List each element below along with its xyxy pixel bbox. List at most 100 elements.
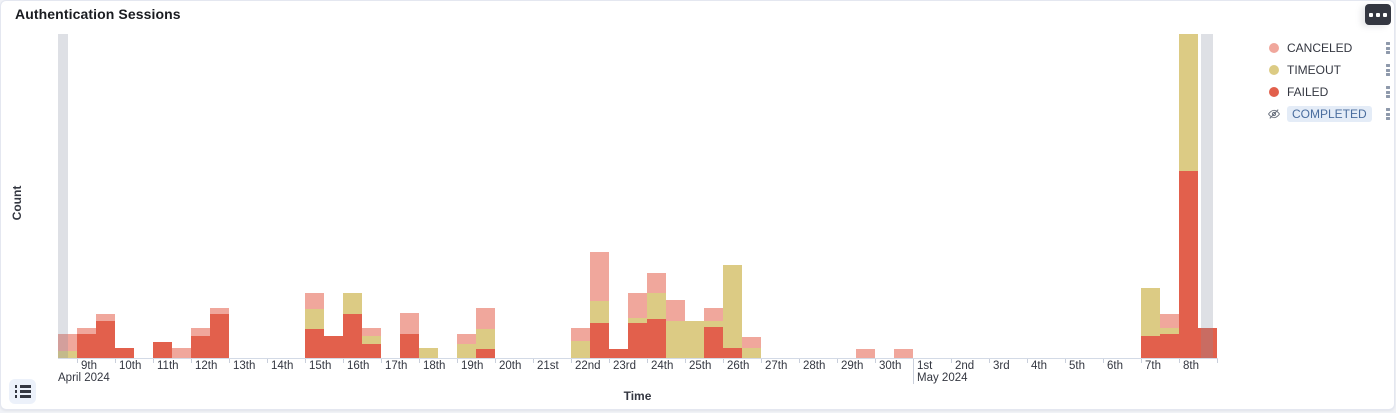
bar-segment-failed[interactable]	[153, 342, 172, 358]
bar-segment-timeout[interactable]	[723, 265, 742, 348]
bar-segment-canceled[interactable]	[457, 334, 476, 344]
x-tick-label: 4th	[1031, 360, 1047, 372]
x-tick	[343, 359, 344, 363]
x-tick-label: 15th	[309, 360, 332, 372]
bar-segment-timeout[interactable]	[419, 348, 438, 358]
bar-segment-failed[interactable]	[77, 334, 96, 358]
bar-segment-timeout[interactable]	[343, 293, 362, 314]
list-icon	[14, 385, 31, 388]
bar-segment-timeout[interactable]	[457, 344, 476, 358]
legend-item-failed[interactable]: FAILED	[1263, 81, 1394, 103]
legend-item-completed[interactable]: COMPLETED	[1263, 103, 1394, 125]
legend-actions-icon[interactable]	[1381, 63, 1394, 77]
x-tick-label: 22nd	[575, 360, 601, 372]
x-tick	[115, 359, 116, 363]
bar-segment-timeout[interactable]	[647, 293, 666, 319]
bar-segment-timeout[interactable]	[628, 318, 647, 323]
x-tick	[685, 359, 686, 363]
bar-segment-failed[interactable]	[115, 348, 134, 358]
bar-segment-timeout[interactable]	[1160, 328, 1179, 334]
bar-segment-failed[interactable]	[305, 329, 324, 358]
x-tick-label: 5th	[1069, 360, 1085, 372]
legend-label: TIMEOUT	[1287, 63, 1341, 77]
legend-actions-icon[interactable]	[1381, 41, 1394, 55]
bar-segment-canceled[interactable]	[666, 300, 685, 321]
legend-item-canceled[interactable]: CANCELED	[1263, 37, 1394, 59]
bar-segment-timeout[interactable]	[590, 301, 609, 323]
bar-segment-failed[interactable]	[191, 336, 210, 358]
bar-segment-timeout[interactable]	[742, 348, 761, 358]
bar-segment-timeout[interactable]	[685, 321, 704, 358]
bar-segment-timeout[interactable]	[1141, 288, 1160, 336]
bar-segment-canceled[interactable]	[96, 314, 115, 321]
x-tick-label: 21st	[537, 360, 559, 372]
bar-segment-failed[interactable]	[343, 314, 362, 358]
legend-actions-icon[interactable]	[1381, 107, 1394, 121]
bar-segment-canceled[interactable]	[647, 273, 666, 293]
bar-segment-timeout[interactable]	[704, 321, 723, 327]
bar-segment-failed[interactable]	[476, 349, 495, 358]
x-axis-line	[58, 358, 1218, 359]
x-tick-label: 7th	[1145, 360, 1161, 372]
bar-segment-canceled[interactable]	[58, 334, 77, 351]
legend-dot-icon	[1269, 65, 1279, 75]
bar-segment-canceled[interactable]	[590, 252, 609, 301]
bar-segment-canceled[interactable]	[704, 308, 723, 321]
bar-segment-canceled[interactable]	[172, 348, 191, 358]
panel-options-button[interactable]	[1365, 4, 1391, 25]
bar-segment-canceled[interactable]	[191, 328, 210, 336]
legend-toggle-button[interactable]	[9, 379, 36, 404]
x-tick	[875, 359, 876, 363]
bar-segment-canceled[interactable]	[77, 328, 96, 334]
bar-segment-canceled[interactable]	[856, 349, 875, 358]
legend-dot-icon	[1269, 87, 1279, 97]
bar-segment-canceled[interactable]	[628, 293, 647, 318]
bar-segment-failed[interactable]	[1160, 334, 1179, 358]
x-tick	[1217, 359, 1218, 363]
legend-actions-icon[interactable]	[1381, 85, 1394, 99]
bar-segment-failed[interactable]	[647, 319, 666, 358]
bar-segment-failed[interactable]	[362, 344, 381, 358]
bar-segment-failed[interactable]	[96, 321, 115, 358]
bar-segment-timeout[interactable]	[305, 309, 324, 329]
bar-segment-failed[interactable]	[210, 314, 229, 358]
x-tick-label: 1st	[917, 360, 933, 372]
x-tick	[77, 359, 78, 363]
x-tick-label: 17th	[385, 360, 408, 372]
bar-segment-failed[interactable]	[628, 323, 647, 358]
x-tick	[761, 359, 762, 363]
bar-segment-canceled[interactable]	[362, 328, 381, 336]
bar-segment-failed[interactable]	[1198, 328, 1217, 358]
bar-segment-canceled[interactable]	[571, 328, 590, 341]
bar-segment-canceled[interactable]	[1160, 314, 1179, 328]
x-tick	[609, 359, 610, 363]
bar-segment-timeout[interactable]	[666, 321, 685, 358]
legend-label: FAILED	[1287, 85, 1329, 99]
bar-segment-canceled[interactable]	[400, 313, 419, 334]
x-tick-label: 20th	[499, 360, 522, 372]
bar-segment-canceled[interactable]	[894, 349, 913, 358]
plot-area[interactable]	[58, 34, 1217, 358]
bar-segment-timeout[interactable]	[1179, 34, 1198, 171]
bar-segment-failed[interactable]	[324, 336, 343, 358]
partial-bucket-overlay-right	[1201, 34, 1213, 358]
x-tick	[837, 359, 838, 363]
bar-segment-canceled[interactable]	[210, 308, 229, 314]
bar-segment-canceled[interactable]	[742, 337, 761, 348]
bar-segment-failed[interactable]	[590, 323, 609, 358]
x-tick-label: 28th	[803, 360, 826, 372]
bar-segment-failed[interactable]	[723, 348, 742, 358]
bar-segment-timeout[interactable]	[362, 336, 381, 344]
bar-segment-timeout[interactable]	[476, 329, 495, 349]
bar-segment-failed[interactable]	[1141, 336, 1160, 358]
bar-segment-failed[interactable]	[1179, 171, 1198, 358]
bar-segment-timeout[interactable]	[571, 341, 590, 358]
bar-segment-failed[interactable]	[400, 334, 419, 358]
bar-segment-failed[interactable]	[704, 327, 723, 358]
bar-segment-canceled[interactable]	[305, 293, 324, 309]
bar-segment-canceled[interactable]	[476, 308, 495, 329]
bar-segment-timeout[interactable]	[58, 351, 77, 358]
bar-segment-failed[interactable]	[609, 349, 628, 358]
x-tick	[305, 359, 306, 363]
legend-item-timeout[interactable]: TIMEOUT	[1263, 59, 1394, 81]
